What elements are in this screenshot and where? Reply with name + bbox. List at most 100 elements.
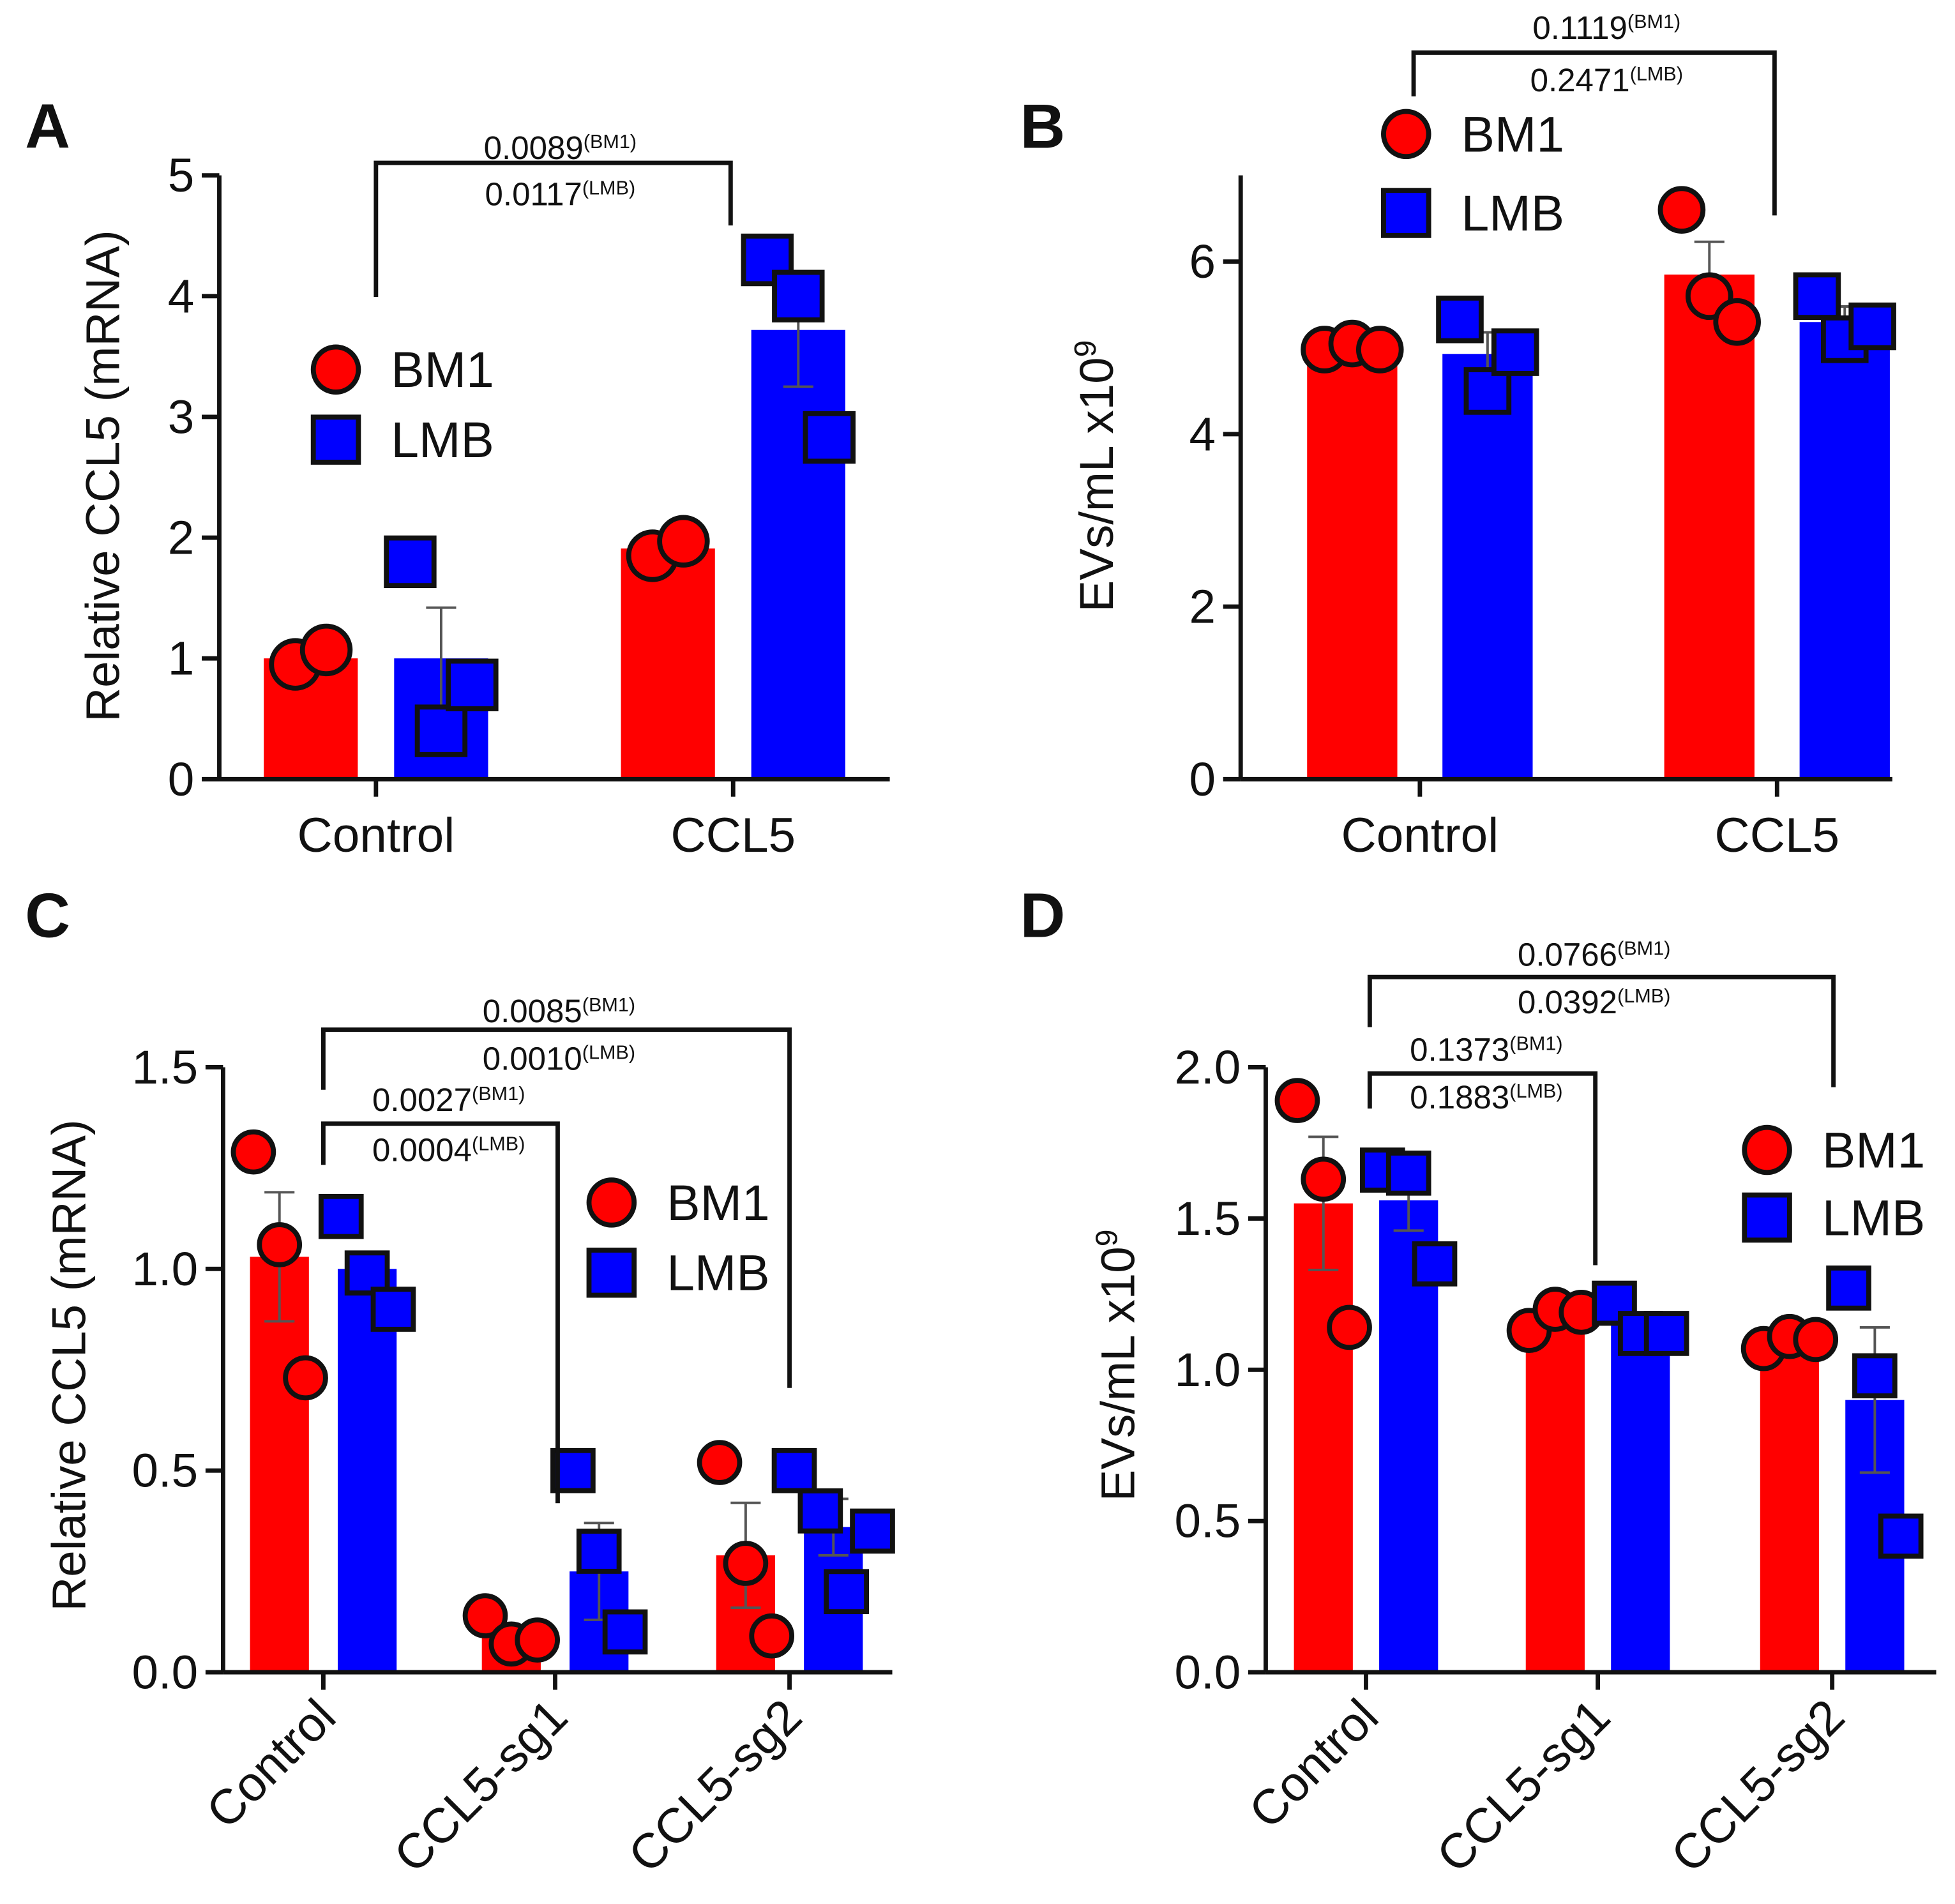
p-value-sup: (LMB): [472, 1133, 525, 1155]
data-point: [576, 1529, 622, 1574]
y-tick-label: 6: [1189, 235, 1215, 288]
data-point: [462, 1593, 508, 1638]
y-axis-title-main: Relative CCL5 (mRNA): [76, 230, 129, 722]
y-tick-label: 0.0: [132, 1646, 198, 1699]
p-value: 0.2471(LMB): [1530, 62, 1683, 98]
data-point: [657, 515, 710, 568]
y-tick-label: 0.5: [132, 1444, 198, 1497]
y-tick-label: 2: [1189, 580, 1215, 633]
p-value-sup: (BM1): [1509, 1033, 1562, 1055]
p-value: 0.0010(LMB): [483, 1040, 635, 1077]
legend-label: LMB: [667, 1245, 769, 1301]
data-point: [257, 1222, 303, 1267]
data-point: [1713, 298, 1761, 346]
data-point: [1848, 302, 1896, 351]
y-axis-title: Relative CCL5 (mRNA): [42, 1119, 95, 1611]
y-tick-label: 1.5: [1175, 1192, 1241, 1245]
p-value-main: 0.0766: [1518, 937, 1617, 973]
significance-bracket: [1411, 50, 1777, 216]
p-value-main: 0.0004: [372, 1132, 472, 1168]
x-tick-label: CCL5-sg1: [1426, 1689, 1620, 1884]
panel-label: B: [1020, 91, 1066, 162]
p-value: 0.0117(LMB): [485, 176, 636, 213]
p-value-sup: (LMB): [1509, 1080, 1562, 1102]
p-value: 0.0766(BM1): [1518, 937, 1670, 973]
bar: [1760, 1342, 1820, 1673]
data-point: [1412, 1241, 1458, 1287]
legend-label: BM1: [1461, 106, 1564, 162]
data-point: [803, 411, 856, 464]
data-point: [1793, 272, 1841, 321]
error-bar: [1859, 1326, 1890, 1474]
y-tick-label: 5: [168, 149, 194, 202]
y-tick-label: 1.5: [132, 1041, 198, 1094]
x-tick-label: CCL5: [670, 808, 796, 863]
p-value: 0.0392(LMB): [1518, 984, 1670, 1020]
panel-label: D: [1020, 880, 1066, 950]
legend-label: LMB: [391, 412, 494, 468]
data-point: [1385, 1151, 1431, 1196]
p-value: 0.1119(BM1): [1532, 10, 1680, 46]
data-point: [1643, 1311, 1689, 1356]
data-point: [850, 1508, 895, 1554]
bar: [1307, 347, 1398, 780]
legend-marker: [1742, 1124, 1792, 1175]
y-tick-label: 0.0: [1175, 1646, 1241, 1699]
data-point: [1878, 1513, 1924, 1559]
y-axis-title-main: EVs/mL x10: [1091, 1246, 1144, 1501]
legend-marker: [1381, 188, 1431, 238]
p-value-main: 0.0089: [484, 130, 584, 166]
data-point: [1301, 1156, 1347, 1202]
data-point: [1657, 186, 1706, 234]
y-tick-label: 4: [1189, 407, 1215, 460]
p-value-sup: (BM1): [582, 994, 635, 1016]
y-tick-label: 1: [168, 632, 194, 685]
y-axis-title: EVs/mL x109: [1089, 1229, 1144, 1501]
bar: [751, 329, 845, 780]
data-point: [824, 1569, 870, 1615]
panel-label: C: [25, 880, 70, 950]
legend-marker: [310, 414, 361, 465]
y-tick-label: 1.0: [132, 1243, 198, 1296]
y-axis-title-sup: 9: [1068, 340, 1103, 358]
bar: [250, 1257, 309, 1673]
data-point: [749, 1613, 795, 1659]
bar: [1442, 354, 1533, 780]
p-value-sup: (LMB): [582, 1041, 635, 1063]
p-value-sup: (BM1): [1617, 938, 1670, 960]
data-point: [1274, 1078, 1320, 1123]
data-point: [414, 704, 468, 757]
data-point: [230, 1129, 276, 1175]
legend-label: LMB: [1461, 185, 1564, 241]
p-value: 0.0027(BM1): [372, 1082, 525, 1118]
x-tick-label: Control: [1239, 1689, 1389, 1839]
data-point: [318, 1193, 364, 1239]
y-tick-label: 0: [1189, 753, 1215, 806]
p-value-main: 0.1119: [1532, 10, 1627, 46]
y-tick-label: 0: [168, 753, 194, 806]
data-point: [772, 269, 825, 322]
p-value-sup: (LMB): [582, 178, 635, 199]
x-tick-label: CCL5-sg2: [1661, 1689, 1855, 1884]
data-point: [1463, 367, 1512, 415]
x-tick-label: CCL5-sg1: [384, 1689, 578, 1884]
data-point: [299, 623, 353, 677]
data-point: [771, 1447, 817, 1493]
p-value: 0.1373(BM1): [1410, 1032, 1562, 1068]
y-axis-title-sup: 9: [1089, 1229, 1124, 1246]
legend-label: BM1: [667, 1175, 769, 1231]
bar: [1294, 1203, 1353, 1673]
p-value-main: 0.0010: [483, 1040, 582, 1077]
x-tick-label: CCL5-sg2: [618, 1689, 812, 1884]
data-point: [1793, 1317, 1839, 1363]
significance-bracket: [321, 1121, 560, 1504]
significance-bracket: [374, 160, 733, 297]
legend-marker: [586, 1247, 637, 1298]
bar: [1664, 275, 1755, 780]
significance-bracket: [1367, 974, 1836, 1087]
data-point: [1826, 1266, 1871, 1311]
p-value: 0.0089(BM1): [484, 130, 637, 166]
data-point: [1852, 1353, 1898, 1399]
p-value-main: 0.0085: [483, 993, 582, 1029]
bar: [621, 548, 715, 780]
